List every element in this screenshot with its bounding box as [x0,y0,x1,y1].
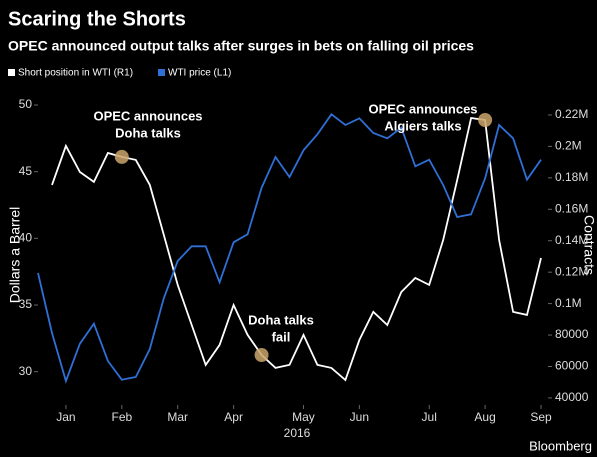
y-tick-label: 40 [19,231,33,245]
legend-swatch [8,69,15,76]
y2-tick-label: 60000 [555,359,589,373]
x-tick-label: Aug [474,410,495,424]
y2-tick-label: 0.2M [555,139,582,153]
x-axis-label: 2016 [284,426,311,440]
annotation: OPEC announces [93,108,202,123]
legend-swatch [158,69,165,76]
x-tick-label: Feb [111,410,132,424]
chart-title: Scaring the Shorts [8,8,186,30]
y2-tick-label: 0.16M [555,201,588,215]
annotation: OPEC announces [368,101,477,116]
x-tick-label: Mar [167,410,188,424]
annotation: fail [272,329,291,344]
y2-tick-label: 0.12M [555,264,588,278]
event-dot [254,348,269,363]
y2-tick-label: 0.14M [555,233,588,247]
annotation: Doha talks [248,312,314,327]
series-line [51,116,542,382]
x-tick-label: Jun [350,410,369,424]
y2-tick-label: 40000 [555,390,589,404]
x-tick-label: Jul [422,410,437,424]
y2-tick-label: 0.1M [555,296,582,310]
y2-tick-label: 0.22M [555,107,588,121]
annotation: Doha talks [115,125,181,140]
series-line [37,113,542,384]
x-tick-label: May [292,410,315,424]
y-axis-label: Dollars a Barrel [7,207,23,303]
chart-subtitle: OPEC announced output talks after surges… [8,38,474,54]
y2-tick-label: 80000 [555,327,589,341]
y-tick-label: 35 [19,297,33,311]
y-tick-label: 45 [19,164,33,178]
x-tick-label: Jan [56,410,75,424]
y-tick-label: 30 [19,364,33,378]
y-tick-label: 50 [19,97,33,111]
y2-tick-label: 0.18M [555,170,588,184]
event-dot [114,149,129,164]
source: Bloomberg [529,438,592,453]
legend-label: Short position in WTI (R1) [18,68,133,79]
x-tick-label: Apr [224,410,243,424]
legend-label: WTI price (L1) [168,68,231,79]
x-tick-label: Sep [530,410,552,424]
event-dot [478,112,493,127]
y2-axis-label: Contracts [581,215,597,275]
annotation: Algiers talks [384,118,461,133]
